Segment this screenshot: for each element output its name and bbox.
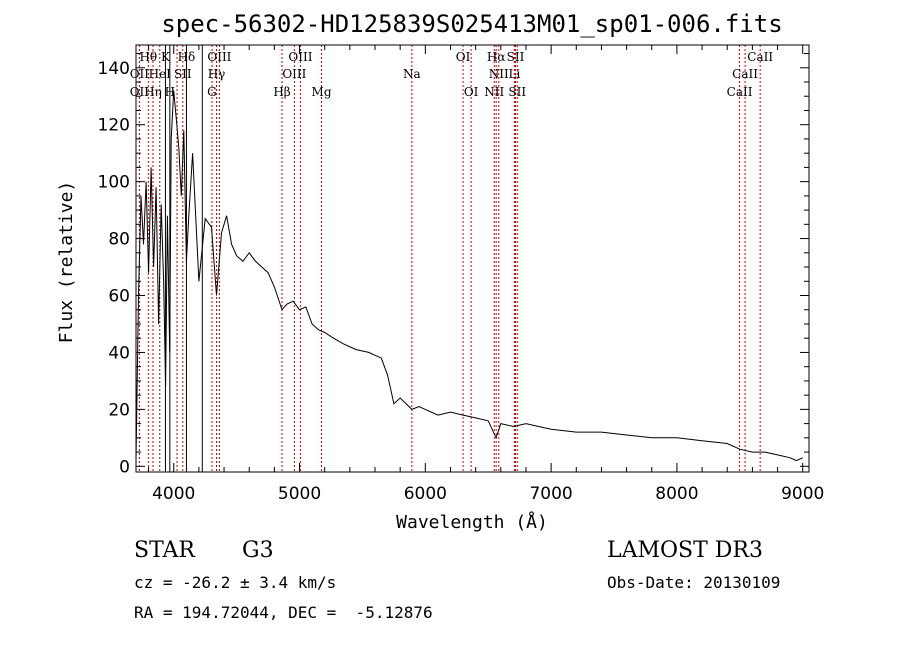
- line-label: SII: [174, 67, 192, 81]
- y-tick-label: 20: [108, 400, 130, 420]
- y-tick-label: 0: [119, 457, 130, 477]
- x-axis-label: Wavelength (Å): [396, 511, 548, 533]
- chart-title: spec-56302-HD125839S025413M01_sp01-006.f…: [161, 10, 782, 38]
- line-label: NII: [489, 67, 509, 81]
- spectrum-line: [135, 90, 803, 462]
- y-tick-label: 140: [98, 59, 130, 79]
- x-tick-label: 6000: [404, 484, 447, 504]
- line-label: Hβ: [273, 85, 290, 99]
- line-label: SII: [507, 50, 525, 64]
- x-tick-label: 7000: [529, 484, 572, 504]
- series-layer: [135, 90, 803, 462]
- redshift-text: cz = -26.2 ± 3.4 km/s: [134, 573, 337, 592]
- line-markers: [138, 45, 761, 472]
- line-label: HeI: [149, 67, 172, 81]
- line-label: CaII: [727, 85, 753, 99]
- y-tick-label: 80: [108, 230, 130, 250]
- line-label: OII: [130, 85, 150, 99]
- line-label: G: [207, 85, 217, 99]
- y-axis-label: Flux (relative): [56, 181, 77, 344]
- plot-frame: [135, 44, 810, 473]
- line-label: SII: [508, 85, 526, 99]
- line-label: OI: [456, 50, 471, 64]
- coordinates: RA = 194.72044, DEC = -5.12876: [134, 603, 433, 622]
- line-label: Na: [403, 67, 421, 81]
- line-label: OII: [130, 67, 150, 81]
- line-label: Li: [508, 67, 520, 81]
- line-label: OI: [464, 85, 479, 99]
- obs-date: Obs-Date: 20130109: [607, 573, 781, 592]
- y-tick-label: 40: [108, 343, 130, 363]
- y-tick-label: 100: [98, 173, 130, 193]
- line-label: H: [165, 85, 175, 99]
- x-axis-ticks: 4000 5000 6000 7000 8000 9000: [148, 45, 824, 504]
- x-tick-label: 8000: [655, 484, 698, 504]
- line-label: Hδ: [178, 50, 196, 64]
- line-label: K: [161, 50, 171, 64]
- x-tick-label: 9000: [781, 484, 824, 504]
- line-label: OIII: [288, 50, 312, 64]
- line-label: Hη: [144, 85, 162, 99]
- line-label: CaII: [747, 50, 773, 64]
- object-subclass: G3: [242, 538, 274, 563]
- line-label: Hθ: [139, 50, 157, 64]
- x-tick-label: 4000: [152, 484, 195, 504]
- line-label: OIII: [282, 67, 306, 81]
- line-label: CaII: [732, 67, 758, 81]
- y-axis-ticks: 0 20 40 60 80 100 120 140: [98, 53, 809, 477]
- line-label: OIII: [207, 50, 231, 64]
- line-label: Hγ: [208, 67, 226, 81]
- x-tick-label: 5000: [278, 484, 321, 504]
- line-label: NII: [484, 85, 504, 99]
- line-label: Hα: [487, 50, 506, 64]
- line-label: Mg: [312, 85, 332, 99]
- y-tick-label: 120: [98, 116, 130, 136]
- survey-name: LAMOST DR3: [607, 538, 763, 563]
- object-class: STAR: [134, 538, 195, 563]
- y-tick-label: 60: [108, 287, 130, 307]
